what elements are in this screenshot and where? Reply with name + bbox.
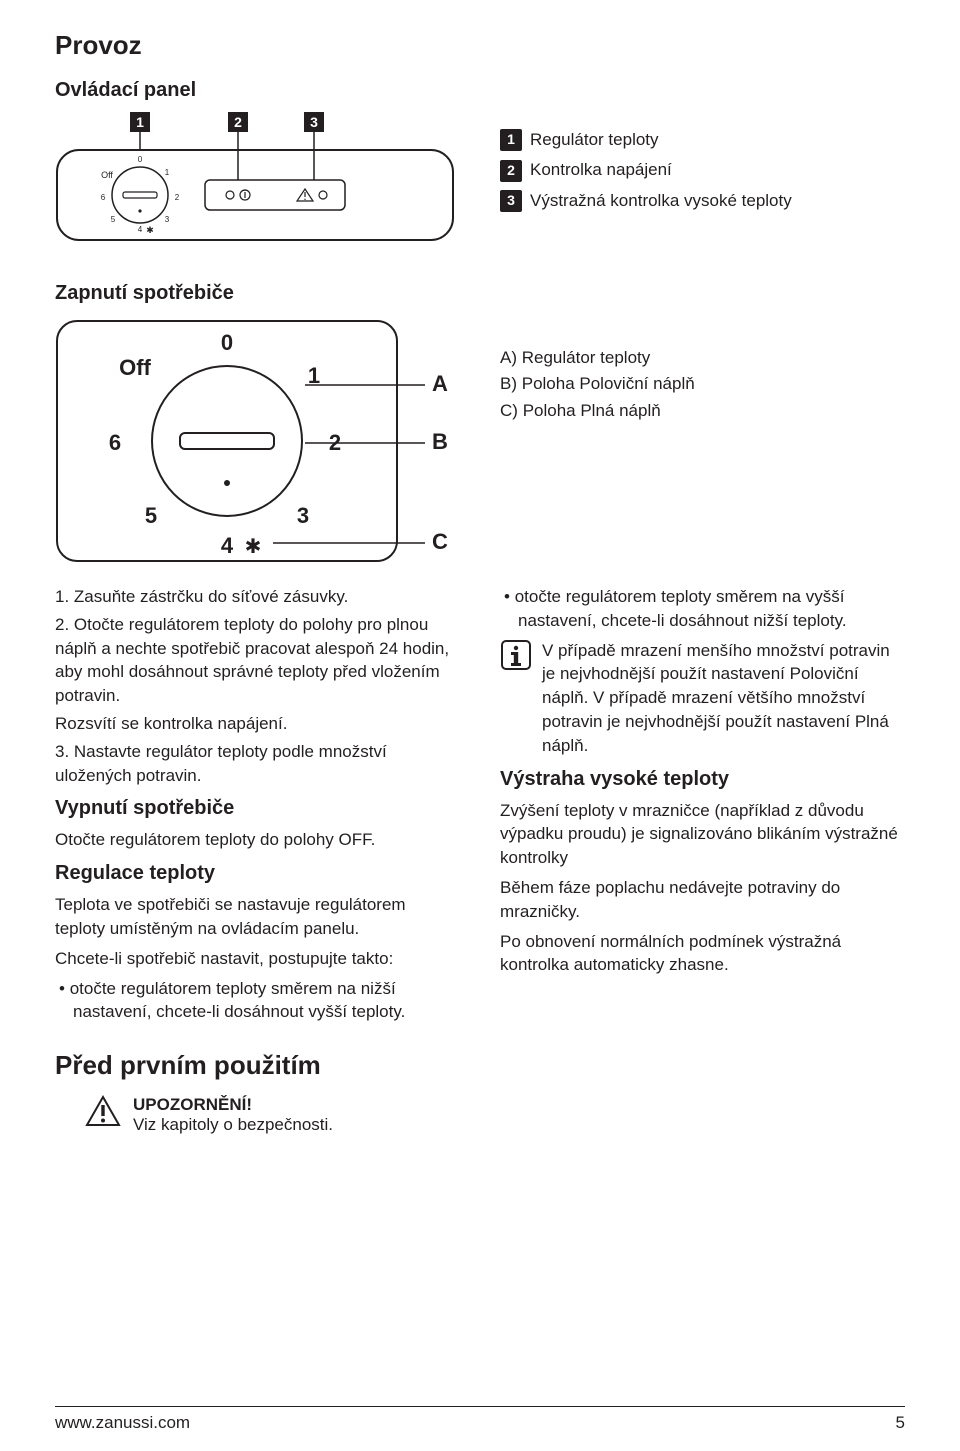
para-v2: Během fáze poplachu nedávejte potraviny … (500, 876, 905, 924)
svg-text:6: 6 (101, 193, 106, 202)
svg-text:3: 3 (310, 114, 318, 130)
svg-text:2: 2 (175, 193, 180, 202)
svg-text:1: 1 (136, 114, 144, 130)
svg-text:1: 1 (165, 168, 170, 177)
svg-text:✱: ✱ (146, 225, 154, 235)
legend-item-2: 2 Kontrolka napájení (500, 157, 905, 183)
svg-text:Off: Off (101, 170, 113, 180)
para-v3: Po obnovení normálních podmínek výstražn… (500, 930, 905, 978)
warning-box: UPOZORNĚNÍ! Viz kapitoly o bezpečnosti. (85, 1095, 905, 1135)
page-footer: www.zanussi.com 5 (55, 1406, 905, 1433)
warning-icon (85, 1095, 121, 1132)
info-text: V případě mrazení menšího množství potra… (542, 639, 905, 758)
left-column: 1. Zasuňte zástrčku do síťové zásuvky. 2… (55, 585, 460, 1030)
right-column: otočte regulátorem teploty směrem na vyš… (500, 585, 905, 1030)
dial-diagram-col: Off 0 1 2 3 4 5 6 ✱ A B C (55, 315, 460, 565)
step-note: Rozsvítí se kontrolka napájení. (55, 712, 460, 736)
para-regulace1: Teplota ve spotřebiči se nastavuje regul… (55, 893, 460, 941)
section-zapnuti: Zapnutí spotřebiče (55, 282, 905, 305)
step-3: 3. Nastavte regulátor teploty podle množ… (55, 740, 460, 788)
legend-item-1: 1 Regulátor teploty (500, 127, 905, 153)
svg-text:A: A (432, 371, 448, 396)
panel-legend: 1 Regulátor teploty 2 Kontrolka napájení… (500, 127, 905, 252)
svg-text:3: 3 (165, 215, 170, 224)
svg-text:4: 4 (221, 533, 234, 558)
step-2: 2. Otočte regulátorem teploty do polohy … (55, 613, 460, 708)
heading-vypnuti: Vypnutí spotřebiče (55, 797, 460, 820)
panel-row: Off 0 1 2 3 4 5 6 ✱ (55, 112, 905, 252)
svg-text:2: 2 (234, 114, 242, 130)
legend-item-3: 3 Výstražná kontrolka vysoké teploty (500, 188, 905, 214)
abc-item-c: C) Poloha Plná náplň (500, 398, 905, 424)
svg-text:6: 6 (109, 430, 121, 455)
body-columns: 1. Zasuňte zástrčku do síťové zásuvky. 2… (55, 585, 905, 1030)
panel-diagram-col: Off 0 1 2 3 4 5 6 ✱ (55, 112, 460, 252)
svg-text:Off: Off (119, 355, 151, 380)
svg-text:5: 5 (145, 503, 157, 528)
control-panel-diagram: Off 0 1 2 3 4 5 6 ✱ (55, 112, 455, 252)
svg-text:5: 5 (111, 215, 116, 224)
legend-label-1: Regulátor teploty (530, 127, 659, 153)
step-1: 1. Zasuňte zástrčku do síťové zásuvky. (55, 585, 460, 609)
info-icon (500, 639, 532, 676)
dial-diagram: Off 0 1 2 3 4 5 6 ✱ A B C (55, 315, 455, 565)
footer-url: www.zanussi.com (55, 1413, 190, 1433)
svg-text:4: 4 (138, 225, 143, 234)
badge-2: 2 (500, 160, 522, 182)
legend-label-2: Kontrolka napájení (530, 157, 672, 183)
heading-vystraha: Výstraha vysoké teploty (500, 768, 905, 791)
heading-regulace: Regulace teploty (55, 862, 460, 885)
legend-label-3: Výstražná kontrolka vysoké teploty (530, 188, 792, 214)
dial-row: Off 0 1 2 3 4 5 6 ✱ A B C A) Regulátor t… (55, 315, 905, 565)
abc-legend: A) Regulátor teploty B) Poloha Poloviční… (500, 345, 905, 565)
warning-body: Viz kapitoly o bezpečnosti. (133, 1115, 333, 1135)
svg-text:0: 0 (221, 330, 233, 355)
page-title: Provoz (55, 30, 905, 61)
section-ovladaci-panel: Ovládací panel (55, 79, 905, 102)
svg-text:C: C (432, 529, 448, 554)
bullet-left-1: otočte regulátorem teploty směrem na niž… (73, 977, 460, 1025)
svg-text:0: 0 (138, 155, 143, 164)
para-vypnuti: Otočte regulátorem teploty do polohy OFF… (55, 828, 460, 852)
para-v1: Zvýšení teploty v mrazničce (například z… (500, 799, 905, 870)
bullet-right-1: otočte regulátorem teploty směrem na vyš… (518, 585, 905, 633)
svg-text:B: B (432, 429, 448, 454)
warning-text: UPOZORNĚNÍ! Viz kapitoly o bezpečnosti. (133, 1095, 333, 1135)
info-box: V případě mrazení menšího množství potra… (500, 639, 905, 758)
svg-text:3: 3 (297, 503, 309, 528)
para-regulace2: Chcete-li spotřebič nastavit, postupujte… (55, 947, 460, 971)
footer-page: 5 (896, 1413, 905, 1433)
warning-title: UPOZORNĚNÍ! (133, 1095, 333, 1115)
abc-item-b: B) Poloha Poloviční náplň (500, 371, 905, 397)
abc-item-a: A) Regulátor teploty (500, 345, 905, 371)
badge-3: 3 (500, 190, 522, 212)
heading-pred-pouzitim: Před prvním použitím (55, 1050, 905, 1081)
badge-1: 1 (500, 129, 522, 151)
svg-text:✱: ✱ (245, 536, 262, 558)
